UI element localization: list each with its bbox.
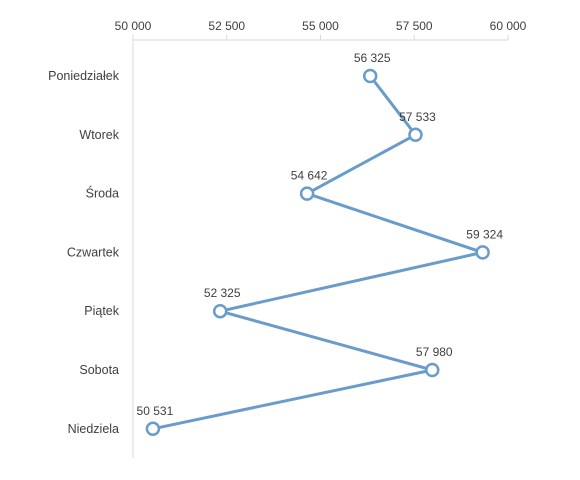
chart-labels: 56 325 57 533 54 642 59 324 52 325 57 980 50 5…	[137, 51, 504, 418]
data-point	[475, 245, 490, 260]
data-label: 59 324	[466, 227, 503, 241]
category-label: Środa	[86, 186, 119, 201]
data-point	[145, 421, 161, 437]
category-label: Czwartek	[67, 245, 120, 259]
data-point	[425, 362, 440, 378]
data-label: 57 980	[416, 345, 453, 359]
data-point	[299, 186, 315, 201]
category-label: Wtorek	[79, 128, 119, 142]
chart-series	[145, 68, 490, 437]
data-label: 57 533	[399, 110, 436, 124]
data-point	[212, 303, 228, 319]
x-tick-label: 60 000	[490, 19, 527, 33]
category-label: Poniedziałek	[48, 69, 120, 83]
x-tick-label: 50 000	[115, 19, 152, 33]
data-point	[408, 127, 423, 143]
category-label: Niedziela	[68, 422, 119, 436]
data-label: 54 642	[291, 169, 328, 183]
category-label: Piątek	[84, 304, 119, 318]
data-label: 56 325	[354, 51, 391, 65]
data-label: 52 325	[204, 286, 241, 300]
x-tick-label: 52 500	[208, 19, 245, 33]
chart-axes: 50 000 52 500 55 000 57 500 60 000 Poniedział…	[48, 19, 527, 458]
x-tick-label: 55 000	[302, 19, 339, 33]
x-tick-label: 57 500	[396, 19, 433, 33]
data-point	[362, 68, 378, 84]
category-label: Sobota	[79, 363, 119, 377]
data-label: 50 531	[137, 404, 174, 418]
